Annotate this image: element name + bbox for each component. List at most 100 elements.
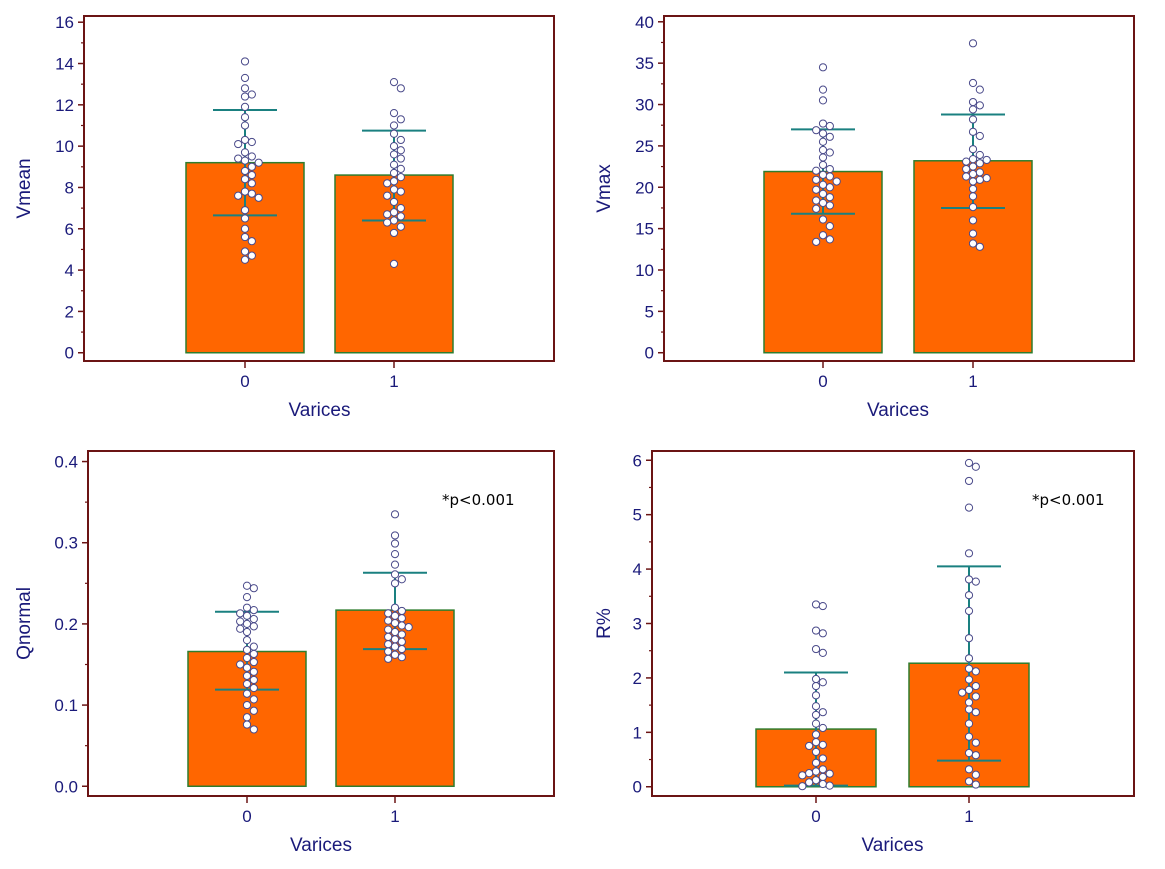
data-points	[234, 57, 405, 269]
data-point	[811, 644, 821, 654]
data-point	[975, 131, 984, 141]
data-point	[240, 121, 250, 130]
data-point	[818, 629, 827, 638]
data-point	[397, 644, 406, 654]
x-tick-label: 0	[240, 372, 249, 391]
data-point	[236, 624, 245, 633]
data-point	[240, 232, 250, 242]
data-point	[390, 510, 400, 519]
y-tick-label: 0.0	[54, 777, 78, 796]
data-point	[234, 139, 243, 149]
y-tick-label: 6	[65, 220, 74, 239]
data-point	[825, 148, 834, 157]
data-point	[818, 180, 828, 189]
data-point	[805, 741, 814, 751]
data-point	[975, 168, 984, 177]
y-tick-label: 4	[65, 261, 74, 280]
data-point	[396, 204, 405, 213]
data-point	[384, 640, 393, 649]
data-point	[825, 201, 834, 210]
data-point	[247, 90, 256, 99]
data-point	[247, 237, 256, 246]
data-point	[825, 769, 834, 778]
x-tick-label: 1	[968, 372, 977, 391]
data-point	[390, 570, 400, 579]
data-point	[811, 600, 821, 609]
data-point	[247, 152, 256, 161]
data-point	[811, 738, 821, 747]
x-axis-label: Varices	[862, 835, 924, 856]
data-point	[818, 63, 828, 72]
data-point	[812, 126, 821, 135]
data-point	[971, 577, 980, 586]
data-point	[390, 650, 400, 659]
data-point	[236, 617, 245, 626]
y-tick-label: 15	[635, 220, 654, 239]
x-tick-label: 0	[818, 372, 827, 391]
data-point	[825, 164, 834, 174]
data-point	[971, 770, 980, 779]
data-point	[240, 102, 250, 111]
data-point	[240, 57, 250, 66]
y-tick-label: 0	[65, 344, 74, 363]
data-point	[390, 642, 400, 651]
data-point	[242, 653, 252, 663]
data-point	[240, 73, 250, 83]
y-tick-label: 0	[633, 778, 642, 797]
x-tick-label: 1	[389, 372, 398, 391]
data-point	[818, 772, 827, 782]
data-point	[249, 706, 258, 715]
data-point	[242, 720, 252, 729]
data-point	[390, 635, 400, 644]
data-point	[249, 667, 258, 676]
data-point	[384, 632, 393, 641]
data-point	[242, 700, 252, 710]
data-point	[964, 748, 974, 758]
y-axis-label: Vmax	[594, 164, 615, 213]
data-point	[242, 713, 252, 722]
data-point	[968, 145, 978, 154]
data-point	[249, 649, 258, 659]
data-point	[818, 231, 828, 240]
data-point	[397, 653, 406, 662]
data-point	[964, 654, 974, 663]
data-point	[383, 179, 392, 188]
data-point	[975, 101, 984, 110]
data-point	[242, 627, 252, 637]
y-tick-label: 1	[633, 723, 642, 742]
data-point	[818, 137, 828, 146]
data-point	[971, 751, 980, 760]
y-tick-label: 8	[65, 178, 74, 197]
data-point	[982, 174, 991, 183]
data-point	[240, 214, 250, 223]
data-point	[383, 218, 392, 227]
data-point	[825, 132, 834, 141]
data-point	[389, 121, 399, 130]
data-point	[968, 177, 978, 186]
data-point	[818, 740, 827, 749]
data-point	[249, 584, 258, 593]
y-tick-label: 10	[55, 137, 74, 156]
y-axis-ticks: 0 2 4 6 8 10 12 14 16	[55, 13, 84, 363]
data-point	[964, 575, 974, 584]
data-point	[247, 189, 256, 198]
data-point	[389, 150, 399, 159]
data-point	[964, 777, 974, 786]
data-point	[964, 675, 974, 684]
data-point	[389, 129, 399, 138]
bars	[763, 160, 1033, 354]
data-point	[971, 667, 980, 676]
data-point	[390, 618, 400, 628]
y-axis-label: Vmean	[14, 158, 35, 218]
significance-annotation: *p<0.001	[1032, 491, 1105, 509]
data-point	[242, 671, 252, 680]
data-point	[798, 782, 807, 791]
data-point	[389, 160, 399, 169]
data-point	[234, 191, 243, 200]
data-point	[247, 179, 256, 188]
data-point	[958, 688, 967, 697]
data-point	[396, 115, 405, 124]
data-point	[389, 177, 399, 186]
